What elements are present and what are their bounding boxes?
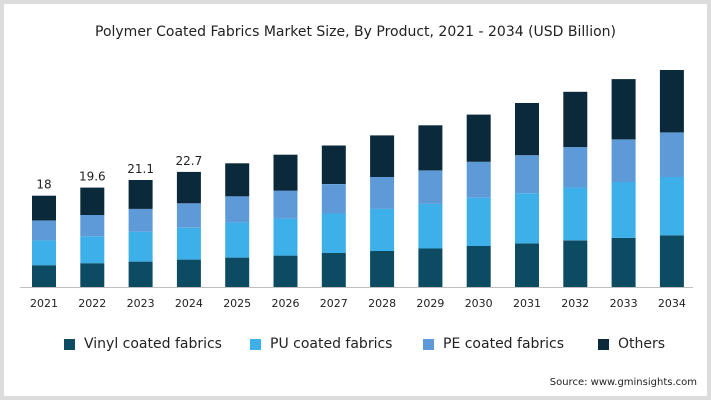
bar-segment-2029-2: [418, 203, 443, 249]
bar-segment-2021-2: [32, 240, 56, 266]
bar-segment-2028-3: [370, 177, 395, 209]
bar-segment-2031-2: [515, 193, 539, 244]
bar-segment-2034-4: [659, 70, 684, 133]
x-tick-label-2024: 2024: [175, 297, 203, 310]
x-tick-label-2034: 2034: [658, 297, 686, 310]
bar-segment-2021-1: [32, 265, 56, 287]
x-tick-label-2032: 2032: [561, 297, 589, 310]
bar-segment-2033-2: [611, 182, 636, 238]
x-tick-label-2026: 2026: [272, 297, 300, 310]
source-note: Source: www.gminsights.com: [549, 377, 697, 388]
bar-segment-2023-3: [128, 208, 153, 232]
bar-segment-2023-4: [128, 180, 153, 209]
bar-segment-2021-3: [32, 220, 56, 241]
bar-segment-2030-3: [466, 161, 491, 198]
bar-segment-2024-1: [176, 259, 201, 287]
bar-segment-2028-2: [370, 208, 395, 251]
bar-segment-2030-4: [466, 114, 491, 162]
x-tick-label-2029: 2029: [416, 297, 444, 310]
bar-segment-2026-2: [273, 218, 298, 256]
bar-segment-2025-4: [225, 163, 250, 197]
bar-segment-2032-1: [563, 240, 588, 287]
bar-segment-2022-3: [80, 215, 105, 237]
bar-segment-2028-4: [370, 135, 395, 177]
legend-label-2: PU coated fabrics: [270, 336, 393, 352]
legend-item-4: Others: [598, 336, 665, 352]
x-tick-label-2022: 2022: [78, 297, 106, 310]
bar-segment-2032-2: [563, 187, 588, 241]
bar-segment-2022-4: [80, 187, 105, 215]
bar-segment-2025-2: [225, 222, 250, 258]
bar-segment-2026-1: [273, 255, 298, 287]
bar-segment-2029-4: [418, 125, 443, 171]
x-tick-label-2025: 2025: [223, 297, 251, 310]
legend-label-3: PE coated fabrics: [443, 336, 565, 352]
legend-label-4: Others: [618, 336, 666, 352]
data-label-2022: 19.6: [79, 170, 106, 184]
bar-segment-2027-3: [321, 184, 346, 214]
legend-item-1: Vinyl coated fabrics: [64, 336, 222, 352]
legend-swatch-1: [64, 338, 75, 350]
bar-segment-2022-2: [80, 236, 105, 264]
x-tick-label-2021: 2021: [30, 297, 58, 310]
bar-segment-2033-1: [611, 237, 636, 287]
bar-segment-2029-1: [418, 248, 443, 287]
bar-segment-2024-2: [176, 227, 201, 260]
legend-item-2: PU coated fabrics: [250, 336, 392, 352]
x-tick-label-2031: 2031: [513, 297, 541, 310]
x-tick-label-2033: 2033: [610, 297, 638, 310]
bar-segment-2026-3: [273, 190, 298, 219]
bar-segment-2021-4: [32, 195, 56, 221]
legend-item-3: PE coated fabrics: [423, 336, 564, 352]
bar-segment-2034-2: [659, 177, 684, 236]
bar-segment-2025-3: [225, 196, 250, 223]
chart-title: Polymer Coated Fabrics Market Size, By P…: [95, 24, 616, 40]
data-label-2023: 21.1: [127, 162, 154, 176]
bar-segment-2026-4: [273, 154, 298, 191]
x-tick-label-2027: 2027: [320, 297, 348, 310]
bar-segment-2023-2: [128, 231, 153, 262]
bar-segment-2030-2: [466, 197, 491, 246]
bar-segment-2029-3: [418, 170, 443, 204]
legend-swatch-3: [423, 338, 434, 350]
bar-segment-2022-1: [80, 263, 105, 287]
x-tick-label-2023: 2023: [127, 297, 155, 310]
bar-segment-2028-1: [370, 251, 395, 287]
bar-segment-2027-4: [321, 145, 346, 184]
data-label-2021: 18: [36, 178, 51, 192]
chart-legend: Vinyl coated fabrics PU coated fabrics PE …: [0, 336, 711, 356]
legend-swatch-4: [598, 338, 609, 350]
bar-segment-2032-3: [563, 147, 588, 188]
bar-segment-2033-4: [611, 79, 636, 140]
bar-segment-2025-1: [225, 257, 250, 287]
bar-segment-2031-3: [515, 155, 539, 194]
bar-segment-2024-3: [176, 203, 201, 228]
bar-segment-2023-1: [128, 261, 153, 287]
bar-segment-2031-4: [515, 103, 539, 156]
data-label-2024: 22.7: [176, 154, 203, 168]
x-tick-label-2030: 2030: [465, 297, 493, 310]
bar-segment-2027-1: [321, 253, 346, 287]
bar-segment-2032-4: [563, 91, 588, 148]
legend-label-1: Vinyl coated fabrics: [84, 336, 222, 352]
bar-segment-2034-1: [659, 235, 684, 287]
bar-segment-2030-1: [466, 245, 491, 287]
x-tick-label-2028: 2028: [368, 297, 396, 310]
bar-segment-2031-1: [515, 243, 539, 287]
bar-segment-2024-4: [176, 171, 201, 204]
legend-swatch-2: [250, 338, 261, 350]
bar-segment-2033-3: [611, 139, 636, 183]
bar-segment-2027-2: [321, 213, 346, 253]
bar-segment-2034-3: [659, 132, 684, 177]
